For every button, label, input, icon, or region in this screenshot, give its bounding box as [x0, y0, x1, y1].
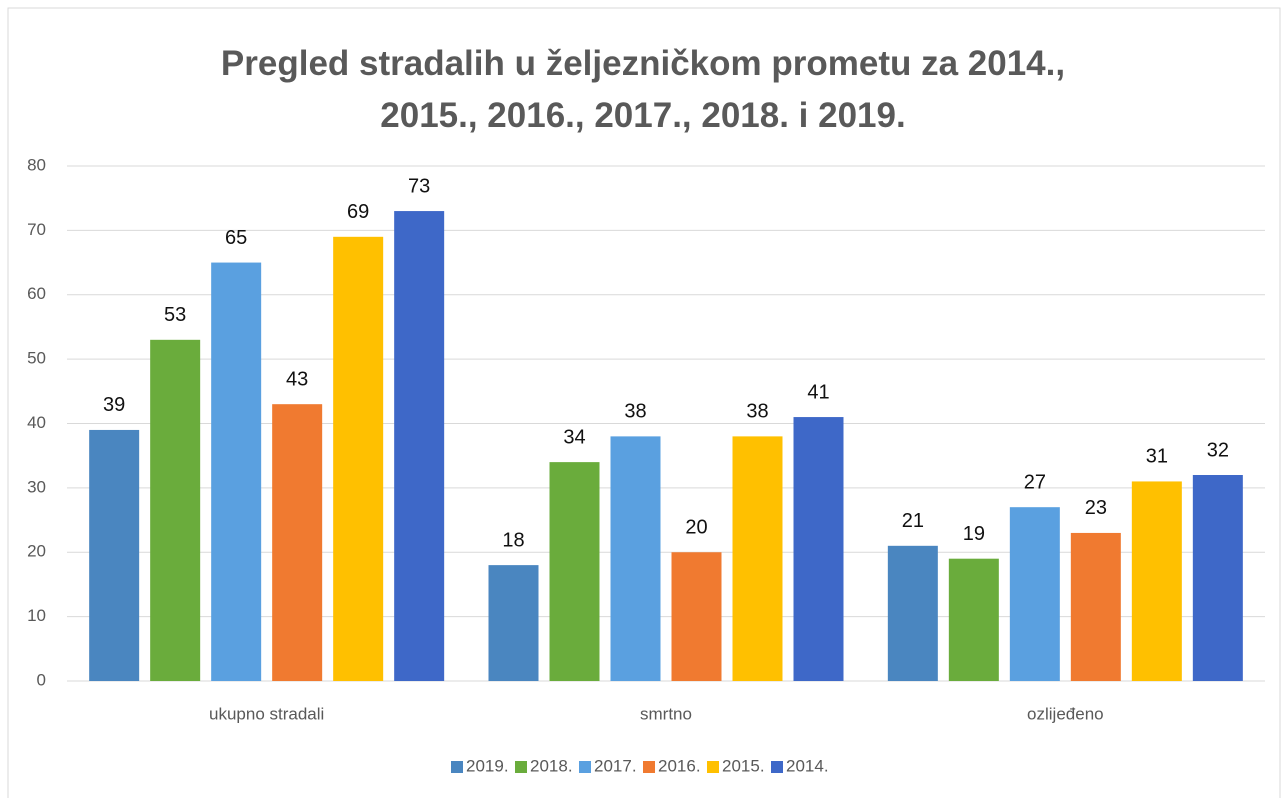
data-label: 18	[502, 529, 524, 551]
bar	[394, 211, 445, 681]
bar	[948, 558, 999, 681]
bar	[671, 552, 722, 681]
bar	[549, 462, 600, 681]
data-label: 21	[902, 510, 924, 532]
y-tick-label: 20	[27, 542, 46, 561]
data-label: 53	[164, 304, 186, 326]
data-label: 65	[225, 227, 247, 249]
y-tick-label: 50	[27, 349, 46, 368]
y-tick-label: 80	[27, 155, 46, 174]
bar	[150, 339, 201, 681]
legend-label: 2015.	[722, 756, 765, 775]
bar	[272, 404, 323, 681]
bar	[211, 262, 262, 681]
bar	[793, 417, 844, 681]
legend-label: 2016.	[658, 756, 701, 775]
legend-swatch	[707, 761, 719, 773]
chart-title: Pregled stradalih u željezničkom prometu…	[220, 44, 1066, 135]
data-label: 19	[963, 523, 985, 545]
data-label: 38	[624, 401, 646, 423]
data-label: 23	[1085, 497, 1107, 519]
data-label: 32	[1207, 439, 1229, 461]
bar	[610, 436, 661, 681]
y-tick-label: 10	[27, 606, 46, 625]
data-label: 69	[347, 201, 369, 223]
legend-label: 2018.	[530, 756, 573, 775]
data-label: 43	[286, 368, 308, 390]
legend-swatch	[643, 761, 655, 773]
data-label: 34	[563, 426, 585, 448]
legend-label: 2019.	[466, 756, 509, 775]
legend-swatch	[515, 761, 527, 773]
bar	[333, 236, 384, 681]
data-label: 27	[1024, 471, 1046, 493]
y-tick-label: 70	[27, 220, 46, 239]
bar	[1131, 481, 1182, 681]
data-label: 20	[685, 517, 707, 539]
data-label: 73	[408, 175, 430, 197]
bar	[89, 429, 140, 681]
data-label: 41	[807, 381, 829, 403]
legend-label: 2017.	[594, 756, 637, 775]
bar	[1009, 507, 1060, 681]
y-tick-label: 30	[27, 477, 46, 496]
data-label: 31	[1146, 446, 1168, 468]
bar	[488, 565, 539, 681]
y-tick-label: 40	[27, 413, 46, 432]
x-tick-label: ukupno stradali	[209, 704, 324, 723]
x-tick-label: smrtno	[640, 704, 692, 723]
bar	[887, 545, 938, 681]
legend-swatch	[579, 761, 591, 773]
data-label: 38	[746, 401, 768, 423]
x-tick-label: ozlijeđeno	[1027, 704, 1104, 723]
bar	[1070, 532, 1121, 681]
data-label: 39	[103, 394, 125, 416]
bar	[732, 436, 783, 681]
legend-swatch	[771, 761, 783, 773]
legend-label: 2014.	[786, 756, 829, 775]
y-tick-label: 60	[27, 284, 46, 303]
bar	[1192, 475, 1243, 681]
legend-swatch	[451, 761, 463, 773]
chart-border	[7, 7, 1281, 798]
y-tick-label: 0	[37, 670, 46, 689]
